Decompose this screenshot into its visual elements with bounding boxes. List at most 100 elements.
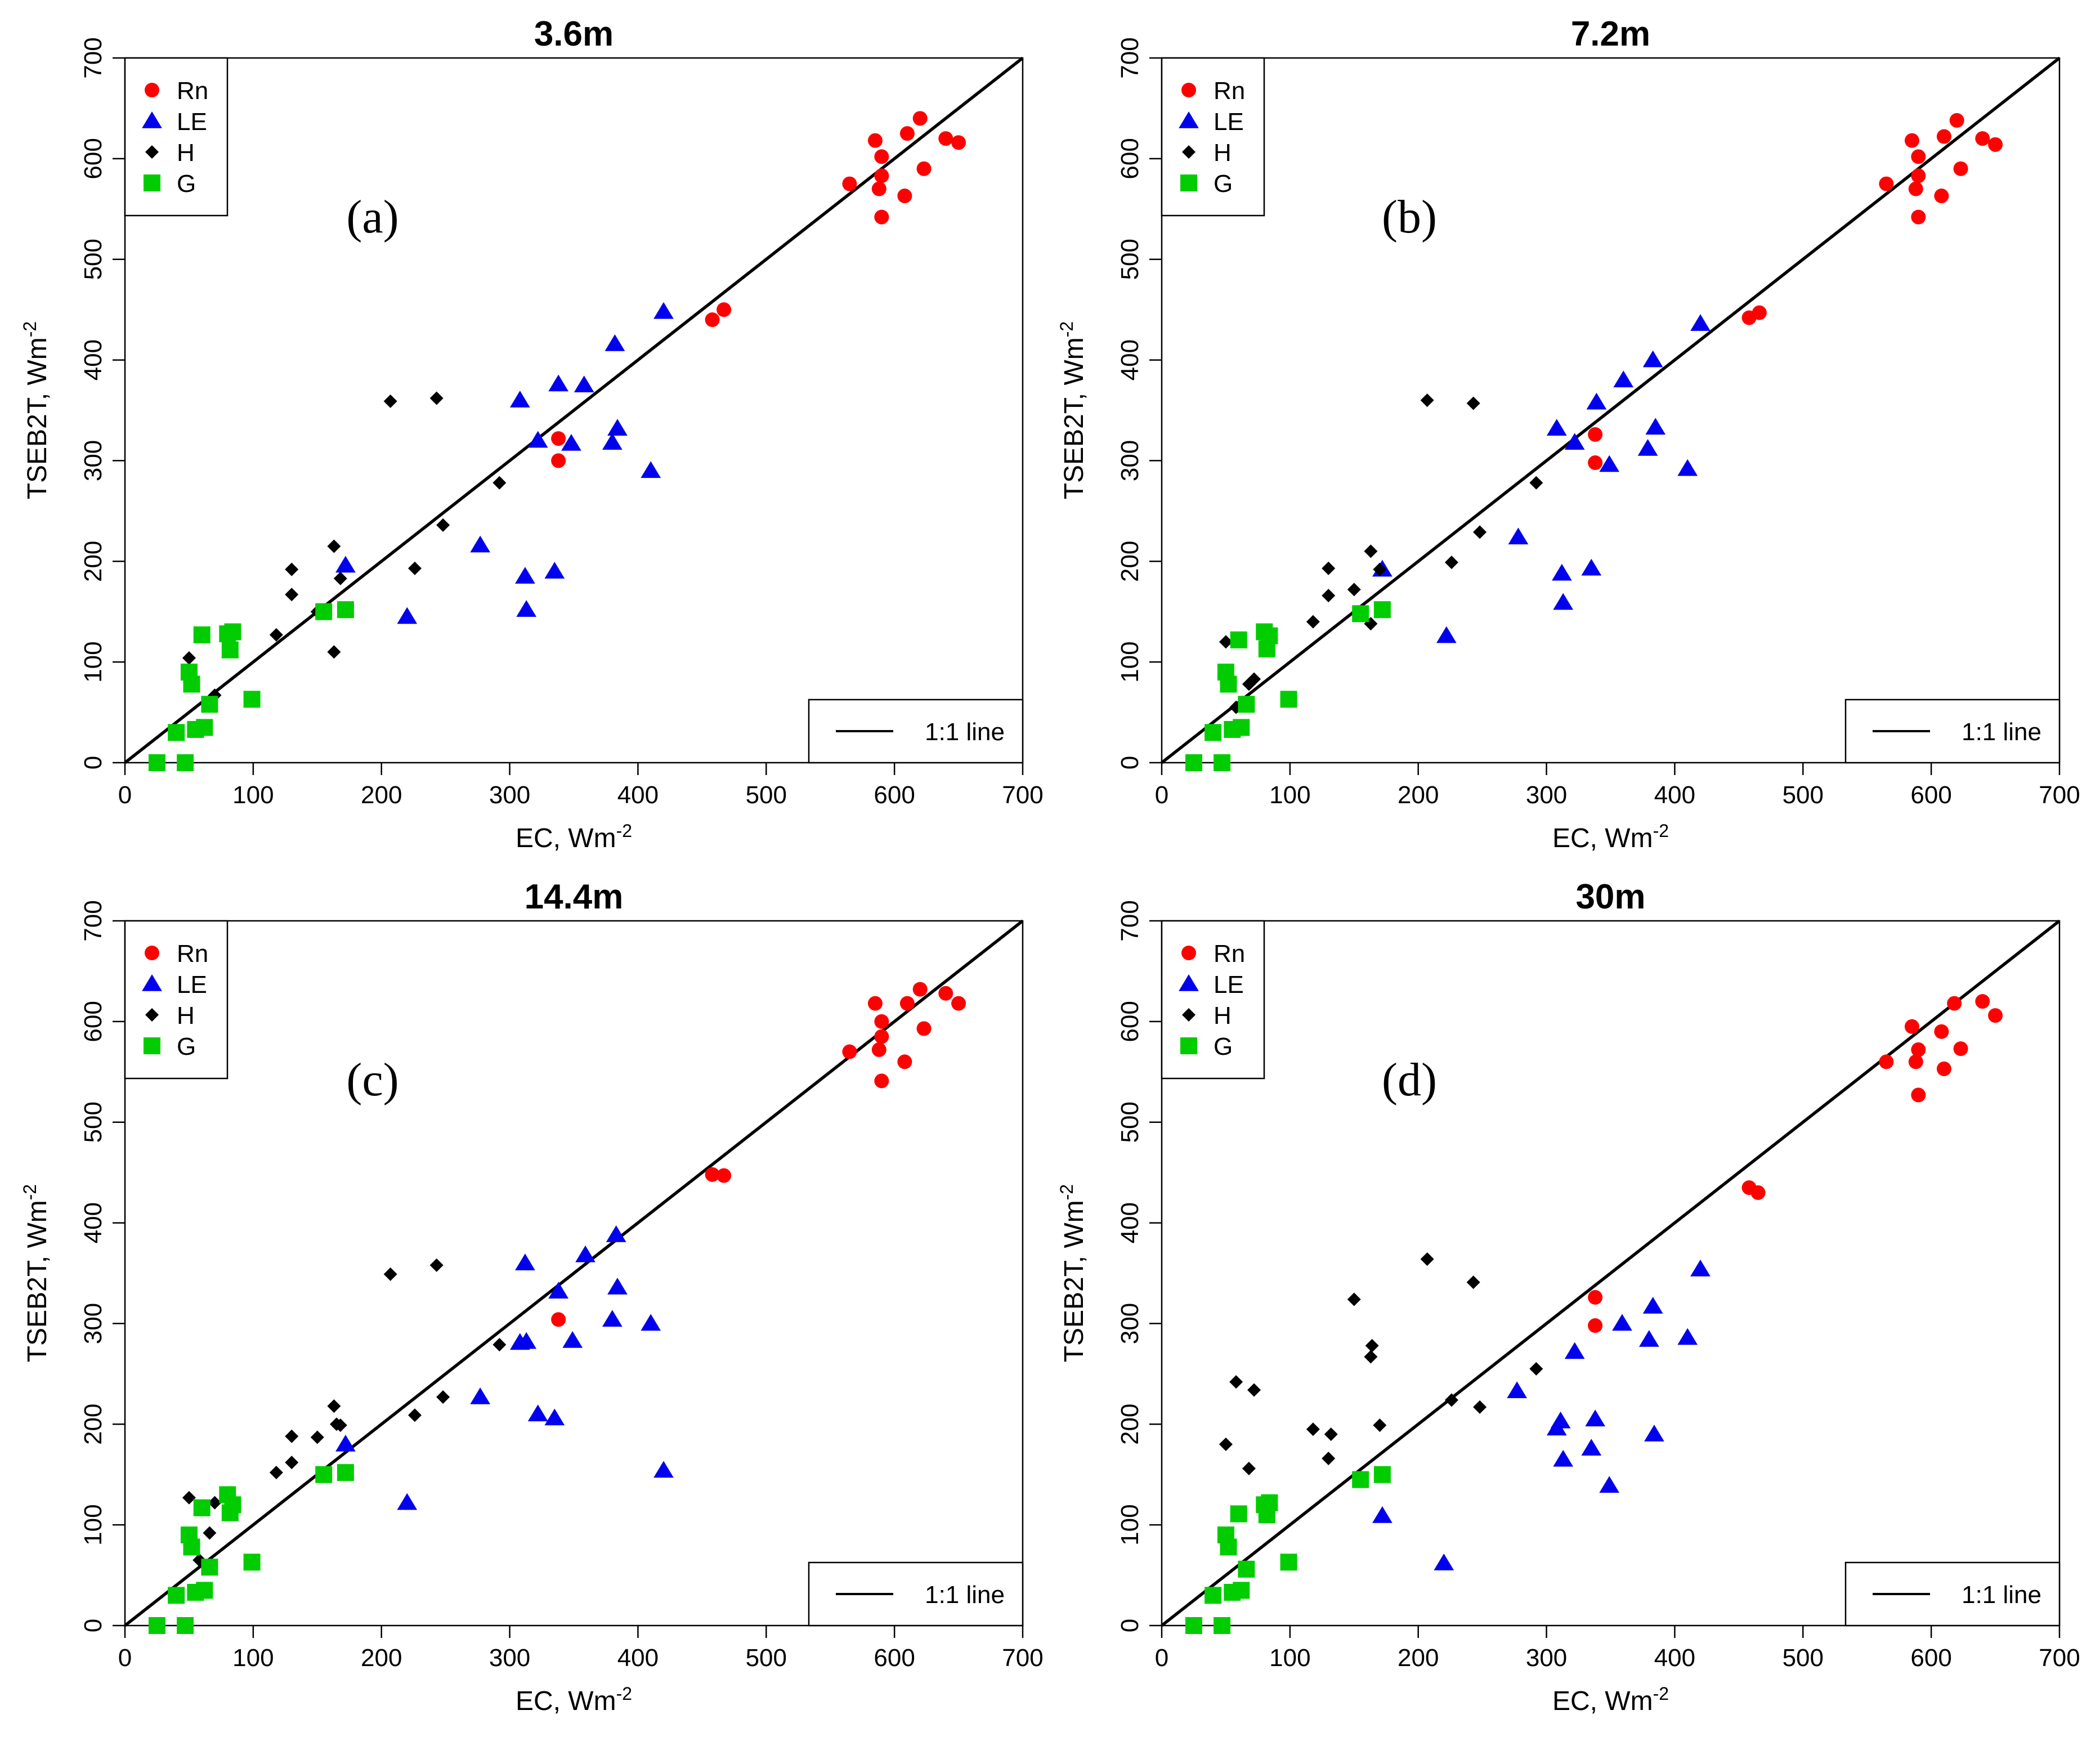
y-tick-label: 500 [79,239,107,280]
legend-label-h: H [177,139,195,167]
data-point-g [1280,1554,1297,1571]
data-point-g [193,1499,211,1516]
x-tick-label: 700 [1002,781,1043,809]
data-point-h [1247,1383,1261,1397]
data-point-h [1247,672,1261,686]
data-point-g [1185,754,1202,771]
panel-label: (a) [346,191,398,243]
data-point-rn [1588,455,1603,471]
panel-b: 7.2m 0 100 200 300 400 500 600 700 0 100 200 300 400 5… [1056,15,2080,853]
y-axis-label-exponent: -2 [20,1184,40,1200]
data-point-h [285,1429,299,1443]
data-point-rn [938,131,953,146]
data-point-rn [1588,1290,1603,1305]
data-point-h [1466,396,1480,410]
data-point-h [1444,1393,1458,1407]
x-tick-label: 100 [1269,781,1310,809]
data-point-g [1261,1494,1278,1511]
data-point-g [1205,1587,1222,1604]
data-point-h [1473,1400,1487,1414]
data-point-rn [874,1014,889,1029]
data-point-h [1322,561,1336,575]
data-point-le [335,1435,356,1452]
data-point-g [1230,631,1247,648]
data-point-g [1352,1471,1369,1488]
legend-marker-g [1180,1037,1197,1054]
y-tick-label: 400 [1116,339,1144,380]
line-legend: 1:1 line [1844,1561,2061,1627]
data-point-h [182,1490,196,1505]
x-axis-label: EC, Wm-2 [516,821,632,853]
x-tick-label: 500 [1783,1644,1824,1672]
legend-label-le: LE [1214,971,1244,999]
data-point-le [1586,392,1607,410]
data-point-le [1645,418,1666,435]
data-point-rn [871,1042,886,1057]
legend-marker-g [144,174,160,191]
legend-box [124,920,229,1080]
data-point-rn [912,982,928,997]
data-point-rn [899,996,915,1011]
one-to-one-line [124,919,1024,1627]
legend-label-le: LE [1214,108,1244,136]
data-point-h [1364,1350,1378,1364]
data-point-rn [1988,137,2003,152]
x-tick-label: 300 [1526,781,1567,809]
data-point-h [269,1466,283,1480]
data-point-rn [1911,168,1926,183]
y-tick-label: 600 [79,138,107,179]
data-point-h [1364,544,1378,558]
data-point-le [544,1408,565,1426]
data-point-rn [1953,161,1968,176]
data-point-rn [842,1044,857,1059]
y-tick-label: 700 [1116,900,1144,941]
data-point-g [1220,675,1237,693]
series-Rn [1588,994,2003,1333]
data-point-le [1508,527,1529,545]
y-tick-label: 300 [1116,1303,1144,1344]
y-axis-label-exponent: -2 [1056,321,1077,337]
data-point-g [1352,605,1369,623]
y-axis-label-text: TSEB2T, Wm [1059,337,1089,499]
data-point-g [168,724,185,741]
y-tick-label: 0 [79,756,107,769]
series-LE [335,302,674,624]
data-point-h [436,518,450,532]
data-point-rn [897,189,912,204]
x-tick-label: 600 [874,1644,915,1672]
line-legend-label: 1:1 line [925,718,1005,746]
data-point-le [1581,558,1602,576]
data-point-g [183,675,200,693]
data-point-le [641,1314,661,1331]
legend-label-rn: Rn [177,940,208,968]
data-point-g [1280,691,1297,708]
legend-marker-rn [1181,946,1196,960]
data-point-le [1564,1342,1585,1359]
data-point-h [285,562,299,576]
data-point-le [1690,1259,1711,1277]
data-point-le [561,434,581,451]
data-point-h [1444,556,1458,570]
data-point-rn [1588,1318,1603,1333]
data-point-le [1599,455,1620,472]
data-point-le [1564,433,1585,450]
x-tick-label: 400 [1654,781,1695,809]
data-point-g [1373,601,1391,619]
x-axis-label: EC, Wm-2 [1552,1684,1669,1716]
data-point-h [269,628,283,642]
y-tick-label: 600 [79,1001,107,1042]
y-tick-label: 700 [79,900,107,941]
data-point-g [1238,1560,1255,1578]
legend-marker-h [145,145,159,159]
x-axis-label: EC, Wm-2 [1552,821,1669,853]
data-point-h [1306,615,1320,629]
y-tick-label: 200 [79,541,107,582]
data-point-le [575,1245,595,1263]
data-point-g [193,626,211,643]
data-point-rn [1975,994,1990,1009]
data-point-rn [867,996,883,1011]
data-point-g [183,1538,200,1556]
data-point-h [1306,1422,1320,1436]
data-point-g [224,1496,241,1514]
x-tick-label: 0 [118,781,132,809]
